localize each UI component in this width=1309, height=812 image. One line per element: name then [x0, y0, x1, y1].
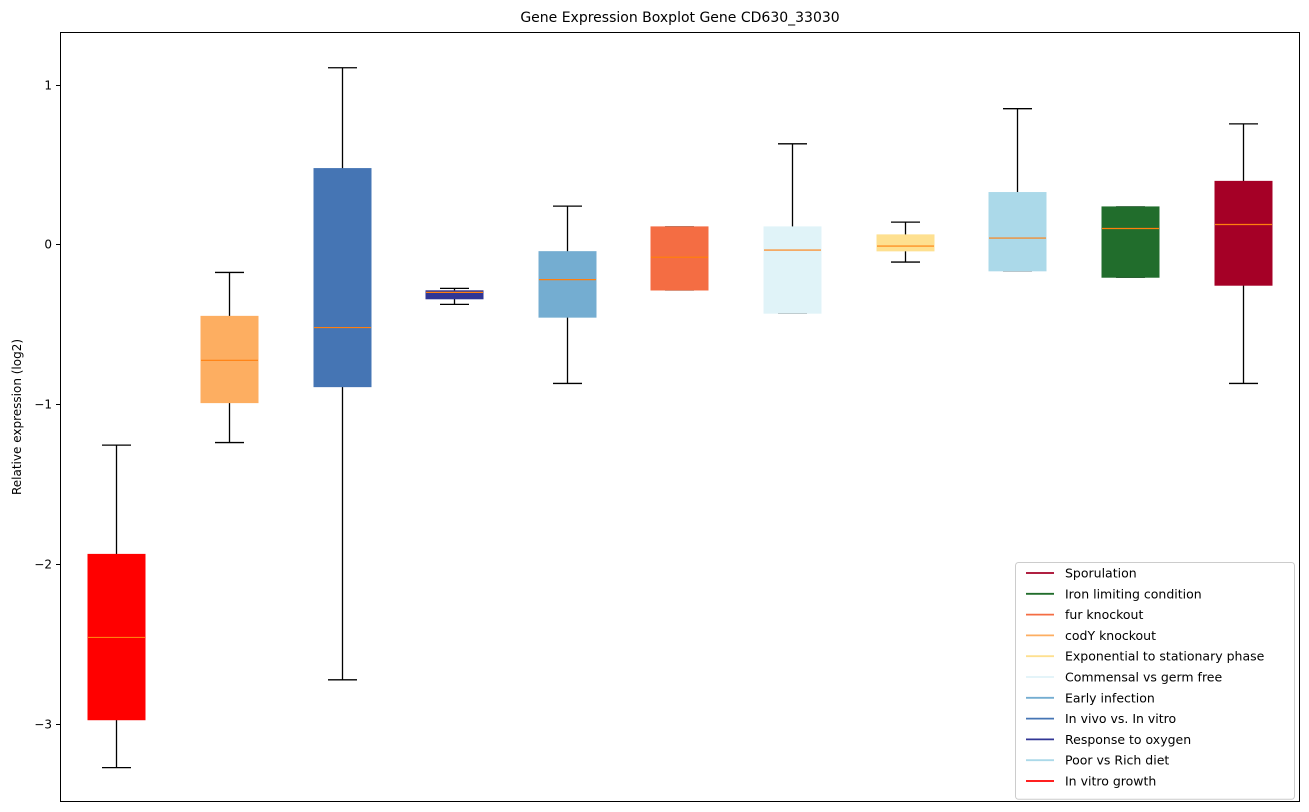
box [876, 234, 935, 252]
legend-frame [1015, 562, 1295, 800]
chart-title: Gene Expression Boxplot Gene CD630_33030 [520, 10, 839, 26]
box-group [200, 271, 259, 444]
box-group [425, 287, 484, 306]
legend-item: In vitro growth [1026, 774, 1156, 789]
y-axis: 1 0 −1 −2 −3 [34, 79, 60, 732]
box-group [313, 67, 372, 681]
axes-frame [60, 32, 1300, 802]
legend-item: codY knockout [1026, 628, 1156, 643]
legend-label: In vitro growth [1065, 774, 1156, 789]
legend-item: Commensal vs germ free [1026, 670, 1222, 685]
legend-item: Poor vs Rich diet [1026, 753, 1169, 768]
box [313, 168, 372, 388]
legend-label: Sporulation [1065, 566, 1137, 581]
legend-item: Iron limiting condition [1026, 586, 1202, 601]
legend-item: Exponential to stationary phase [1026, 649, 1265, 664]
box [538, 251, 597, 318]
box [200, 315, 259, 404]
box [425, 290, 484, 300]
legend-item: Response to oxygen [1026, 732, 1191, 747]
box-group [87, 444, 146, 769]
legend-item: Early infection [1026, 690, 1155, 705]
y-tick-label: −2 [34, 558, 52, 572]
y-tick-label: 0 [44, 238, 52, 252]
plot-area [87, 67, 1273, 769]
box-group [1101, 206, 1160, 278]
box-group [1214, 123, 1273, 385]
legend: Sporulation Iron limiting condition fur kn… [1015, 562, 1295, 800]
legend-item: fur knockout [1026, 607, 1143, 622]
box [1101, 206, 1160, 278]
y-tick-label: 1 [44, 79, 52, 93]
legend-label: Poor vs Rich diet [1065, 753, 1169, 768]
box [988, 192, 1047, 272]
box-group [538, 205, 597, 385]
box-group [763, 143, 822, 314]
box-group [988, 108, 1047, 272]
legend-label: Early infection [1065, 690, 1155, 705]
y-tick-label: −3 [34, 718, 52, 732]
legend-label: Response to oxygen [1065, 732, 1191, 747]
legend-label: Commensal vs germ free [1065, 670, 1222, 685]
legend-label: In vivo vs. In vitro [1065, 711, 1176, 726]
legend-item: Sporulation [1026, 566, 1137, 581]
legend-label: codY knockout [1065, 628, 1156, 643]
legend-label: Iron limiting condition [1065, 586, 1202, 601]
box [763, 226, 822, 314]
box [1214, 180, 1273, 286]
y-axis-label: Relative expression (log2) [10, 339, 24, 495]
legend-item: In vivo vs. In vitro [1026, 711, 1176, 726]
box-group [876, 221, 935, 263]
legend-label: fur knockout [1065, 607, 1143, 622]
legend-label: Exponential to stationary phase [1065, 649, 1265, 664]
y-tick-label: −1 [34, 398, 52, 412]
box [650, 226, 709, 291]
box-group [650, 226, 709, 291]
